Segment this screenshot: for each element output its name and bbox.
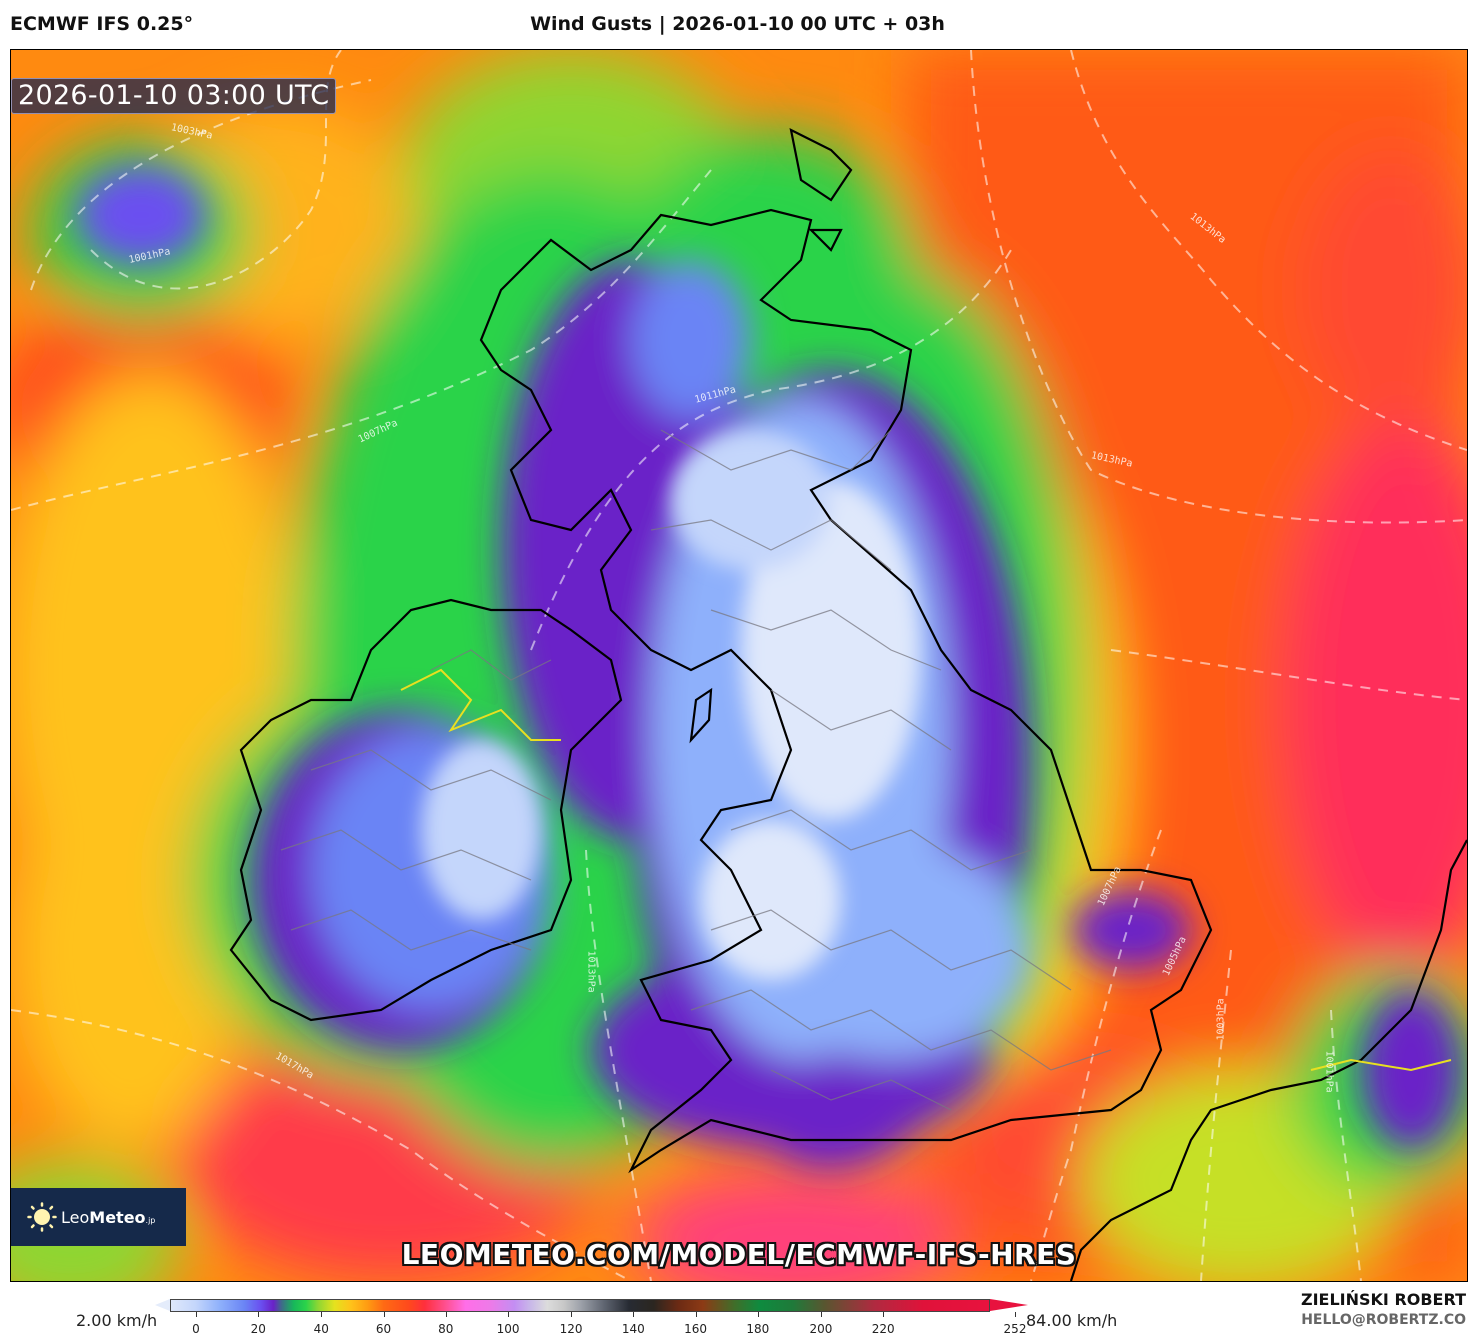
colorbar-tick-label: 20 (250, 1322, 266, 1336)
colorbar-tick-label: 120 (559, 1322, 583, 1336)
colorbar-max-label: 84.00 km/h (1026, 1311, 1118, 1330)
colorbar-tick-label: 200 (809, 1322, 833, 1336)
colorbar-tick (633, 1312, 635, 1317)
colorbar-tick (883, 1312, 885, 1317)
colorbar-tick (1015, 1312, 1016, 1317)
leometeo-logo[interactable]: LeoMeteo.jp (11, 1188, 186, 1246)
colorbar-tick-label: 180 (746, 1322, 770, 1336)
sun-icon (27, 1202, 57, 1232)
colorbar-min-extend (155, 1299, 170, 1311)
colorbar-tick-label: 160 (684, 1322, 708, 1336)
colorbar-tick (321, 1312, 323, 1317)
colorbar-min-label: 2.00 km/h (76, 1311, 158, 1330)
colorbar-tick (508, 1312, 510, 1317)
chart-title: Wind Gusts | 2026-01-10 00 UTC + 03h (0, 13, 1475, 35)
colorbar-tick-label: 40 (313, 1322, 329, 1336)
wind-field-layer (11, 50, 1467, 1281)
colorbar-tick-label: 100 (496, 1322, 520, 1336)
isobar-label: 1001hPa (1323, 1050, 1335, 1093)
colorbar-tick (820, 1312, 822, 1317)
colorbar-tick (757, 1312, 759, 1317)
isobar-label: 1003hPa (1215, 998, 1227, 1041)
valid-time-badge: 2026-01-10 03:00 UTC (11, 78, 337, 114)
chart-title-text: Wind Gusts | 2026-01-10 00 UTC + 03h (530, 13, 945, 35)
colorbar-tick (445, 1312, 447, 1317)
colorbar-tick (196, 1312, 197, 1317)
colorbar-tick (258, 1312, 260, 1317)
colorbar-max-extend (990, 1299, 1028, 1311)
wind-gust-map[interactable]: 2026-01-10 03:00 UTC 1003hPa 1001hPa 1007h… (10, 49, 1468, 1282)
colorbar-tick-label: 60 (375, 1322, 392, 1336)
author-email[interactable]: HELLO@ROBERTZ.CO (1301, 1312, 1466, 1328)
colorbar: 2.00 km/h 84.00 km/h 0 20 40 60 80 100 120 140 1… (0, 1290, 1475, 1337)
colorbar-gradient (170, 1299, 990, 1312)
source-watermark: LEOMETEO.COM/MODEL/ECMWF-IFS-HRES (401, 1238, 1077, 1271)
colorbar-tick-label: 252 (1003, 1322, 1027, 1336)
colorbar-tick-label: 80 (438, 1322, 454, 1336)
colorbar-tick-label: 140 (621, 1322, 645, 1336)
colorbar-tick (571, 1312, 573, 1317)
colorbar-tick-label: 0 (192, 1322, 200, 1336)
colorbar-tick (695, 1312, 697, 1317)
isobar-label: 1013hPa (585, 950, 597, 993)
logo-wordmark: LeoMeteo.jp (61, 1207, 156, 1227)
colorbar-tick (383, 1312, 385, 1317)
colorbar-tick-label: 220 (871, 1322, 895, 1336)
model-title: ECMWF IFS 0.25° (10, 13, 194, 35)
author-name: ZIELIŃSKI ROBERT (1300, 1290, 1466, 1309)
